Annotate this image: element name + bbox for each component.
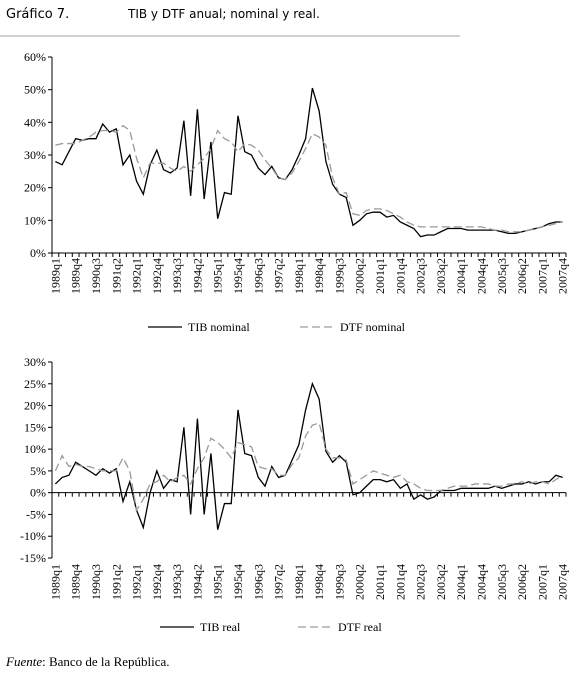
x-tick-label: 2007q4 (556, 564, 570, 600)
x-tick-label: 1997q2 (272, 258, 286, 294)
legend-label: DTF real (338, 620, 382, 634)
x-tick-label: 2002q3 (414, 258, 428, 294)
legend-label: DTF nominal (340, 320, 406, 334)
x-tick-label: 1999q3 (332, 564, 346, 600)
x-tick-label: 2004q4 (474, 564, 488, 600)
x-tick-label: 1991q2 (109, 258, 123, 294)
x-tick-label: 2004q1 (454, 258, 468, 294)
x-tick-label: 1990q3 (89, 258, 103, 294)
x-tick-label: 1993q3 (170, 564, 184, 600)
x-tick-label: 1996q3 (251, 564, 265, 600)
y-tick-label: -10% (20, 529, 46, 543)
x-tick-label: 1993q3 (170, 258, 184, 294)
series-line (55, 124, 563, 233)
y-tick-label: 60% (24, 50, 46, 64)
x-tick-label: 2007q1 (535, 258, 549, 294)
x-tick-label: 1992q1 (130, 564, 144, 600)
y-tick-label: 40% (24, 115, 46, 129)
source-label: Fuente (5, 654, 42, 669)
x-tick-label: 1995q4 (231, 258, 245, 294)
source: Fuente: Banco de la República. (5, 654, 170, 669)
x-tick-label: 1989q4 (69, 564, 83, 600)
y-tick-label: 0% (30, 486, 46, 500)
x-tick-label: 2004q1 (454, 564, 468, 600)
y-tick-label: 50% (24, 83, 46, 97)
y-tick-label: 5% (30, 464, 46, 478)
y-tick-label: 30% (24, 355, 46, 369)
x-tick-label: 2002q3 (414, 564, 428, 600)
x-tick-label: 1998q4 (312, 564, 326, 600)
legend-label: TIB real (200, 620, 241, 634)
x-tick-label: 1992q4 (150, 258, 164, 294)
x-tick-label: 1990q3 (89, 564, 103, 600)
y-tick-label: 20% (24, 181, 46, 195)
x-tick-label: 1995q1 (211, 258, 225, 294)
x-tick-label: 1996q3 (251, 258, 265, 294)
source-text: : Banco de la República. (42, 654, 169, 669)
x-tick-label: 2000q2 (353, 564, 367, 600)
x-tick-label: 2003q2 (434, 564, 448, 600)
x-tick-label: 1995q4 (231, 564, 245, 600)
x-tick-label: 1989q1 (48, 258, 62, 294)
x-tick-label: 2005q3 (495, 564, 509, 600)
x-tick-label: 1998q1 (292, 258, 306, 294)
y-tick-label: 0% (30, 246, 46, 260)
x-tick-label: 2006q2 (515, 258, 529, 294)
y-tick-label: -15% (20, 551, 46, 565)
x-tick-label: 1994q2 (190, 564, 204, 600)
x-tick-label: 2006q2 (515, 564, 529, 600)
series-line (54, 381, 563, 530)
x-tick-label: 1995q1 (211, 564, 225, 600)
figure-title: TIB y DTF anual; nominal y real. (127, 7, 320, 21)
x-tick-label: 2001q1 (373, 564, 387, 600)
y-tick-label: 30% (24, 148, 46, 162)
x-tick-label: 2007q1 (535, 564, 549, 600)
x-tick-label: 2001q4 (393, 258, 407, 294)
series-line (55, 87, 563, 238)
x-tick-label: 1989q4 (69, 258, 83, 294)
x-tick-label: 2001q1 (373, 258, 387, 294)
x-tick-label: 2003q2 (434, 258, 448, 294)
x-tick-label: 1994q2 (190, 258, 204, 294)
x-tick-label: 1992q1 (130, 258, 144, 294)
x-tick-label: 1998q1 (292, 564, 306, 600)
x-tick-label: 1991q2 (109, 564, 123, 600)
figure-label: Gráfico 7. (6, 7, 69, 22)
x-tick-label: 1992q4 (150, 564, 164, 600)
x-tick-label: 2005q3 (495, 258, 509, 294)
x-tick-label: 2000q2 (353, 258, 367, 294)
series-line (54, 422, 563, 512)
legend-label: TIB nominal (188, 320, 250, 334)
y-tick-label: 10% (24, 213, 46, 227)
x-tick-label: 1989q1 (48, 564, 62, 600)
x-tick-label: 1997q2 (272, 564, 286, 600)
x-tick-label: 1998q4 (312, 258, 326, 294)
x-tick-label: 2004q4 (474, 258, 488, 294)
y-tick-label: 15% (24, 420, 46, 434)
y-tick-label: -5% (26, 507, 46, 521)
y-tick-label: 20% (24, 399, 46, 413)
x-tick-label: 1999q3 (332, 258, 346, 294)
x-tick-label: 2007q4 (556, 258, 570, 294)
y-tick-label: 25% (24, 377, 46, 391)
x-tick-label: 2001q4 (393, 564, 407, 600)
y-tick-label: 10% (24, 442, 46, 456)
